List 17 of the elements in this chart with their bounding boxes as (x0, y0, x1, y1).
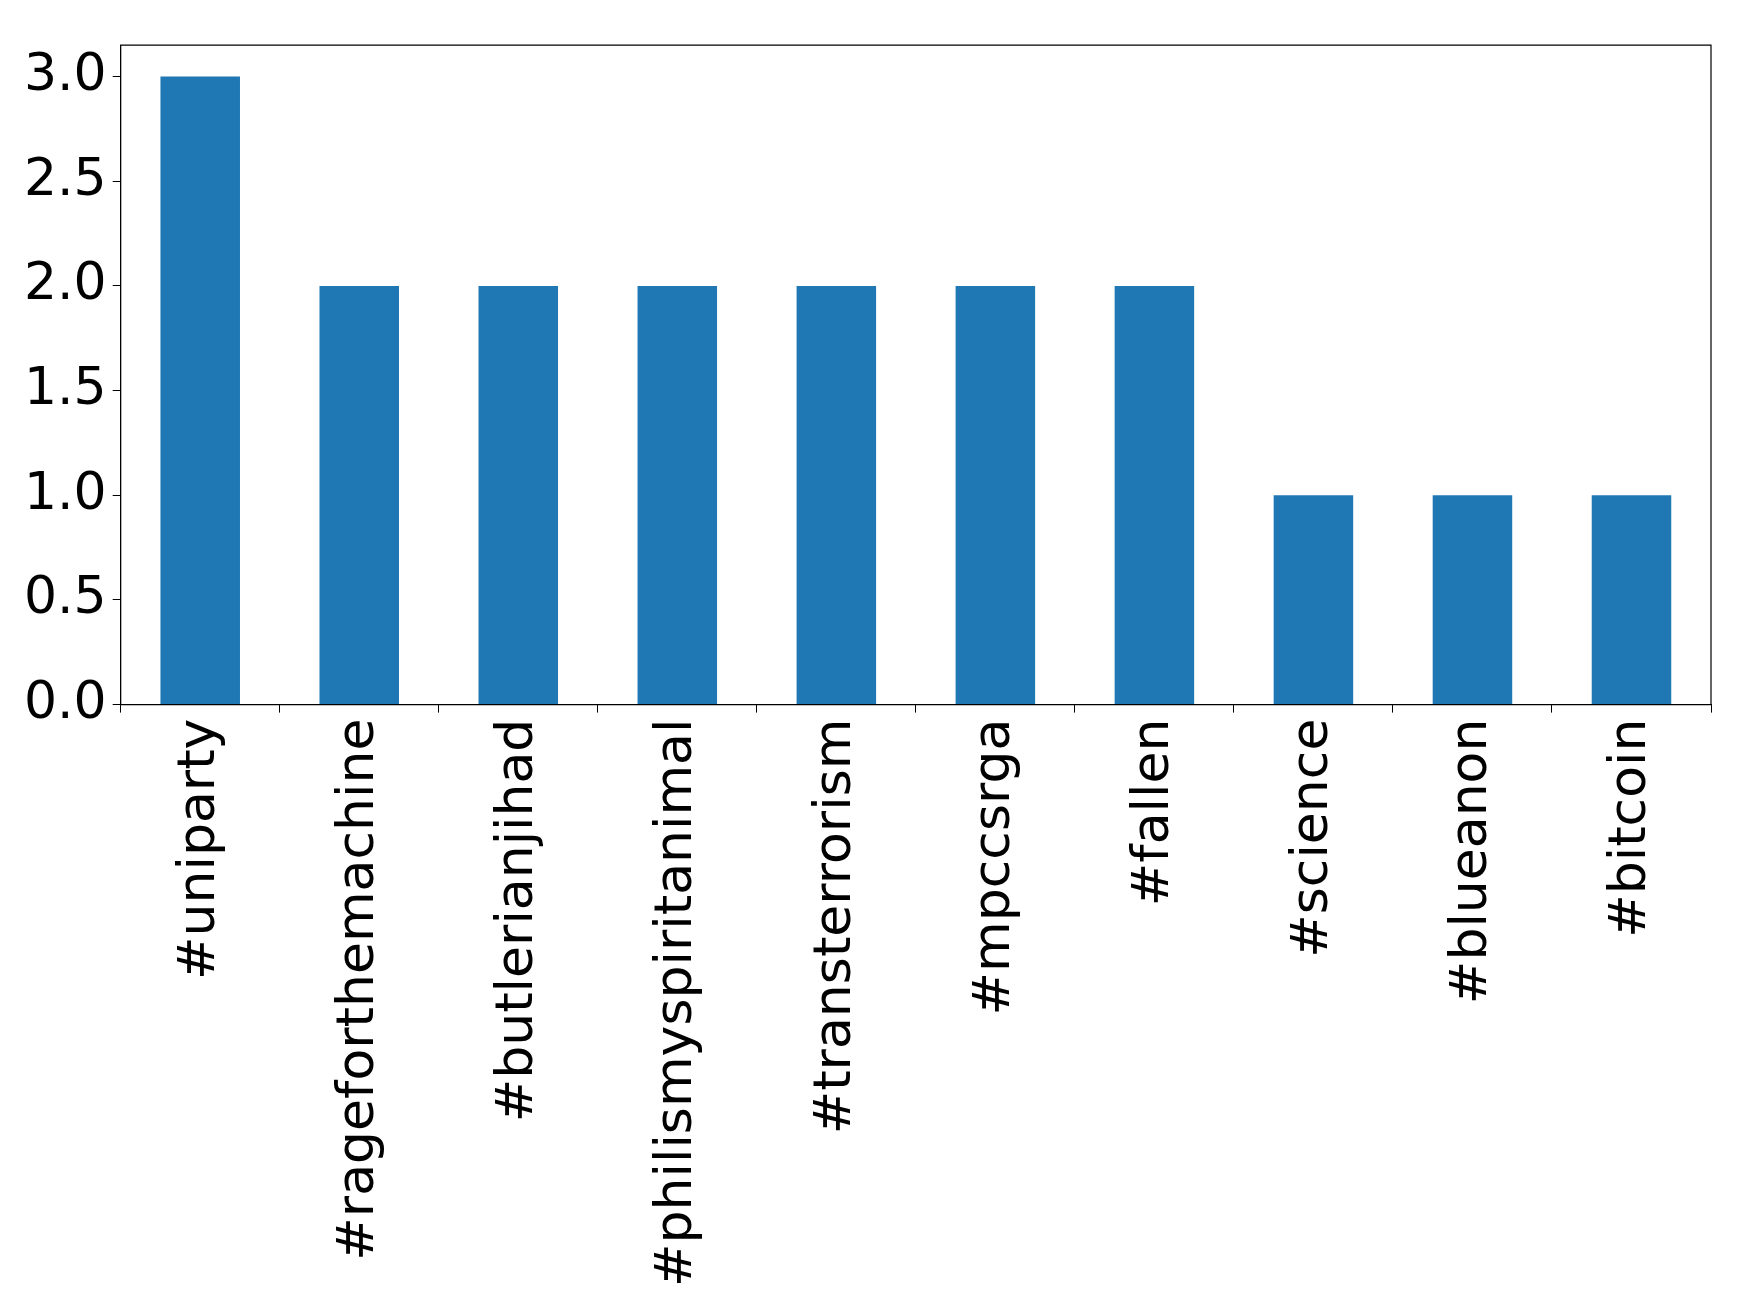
y-tick-label: 1.5 (23, 356, 107, 417)
x-tick-label: #fallen (1119, 718, 1180, 907)
y-tick-label: 0.0 (23, 670, 107, 731)
x-tick-label: #philismyspiritanimal (642, 718, 703, 1288)
y-tick-label: 1.0 (23, 460, 107, 521)
y-tick-label: 2.0 (23, 251, 107, 312)
y-tick-label: 3.0 (23, 42, 107, 103)
x-tick-label: #rageforthemachine (324, 718, 385, 1261)
y-tick-label: 0.5 (23, 565, 107, 626)
y-tick-label: 2.5 (23, 146, 107, 207)
x-tick-label: #mpccsrga (960, 718, 1021, 1016)
x-tick-label: #bitcoin (1597, 718, 1657, 938)
x-tick-label: #science (1278, 718, 1339, 958)
x-tick-label: #blueanon (1437, 718, 1498, 1005)
x-tick-label: #uniparty (165, 718, 226, 980)
x-tick-label: #transterrorism (801, 718, 862, 1135)
x-tick-label: #butlerianjihad (483, 718, 544, 1123)
